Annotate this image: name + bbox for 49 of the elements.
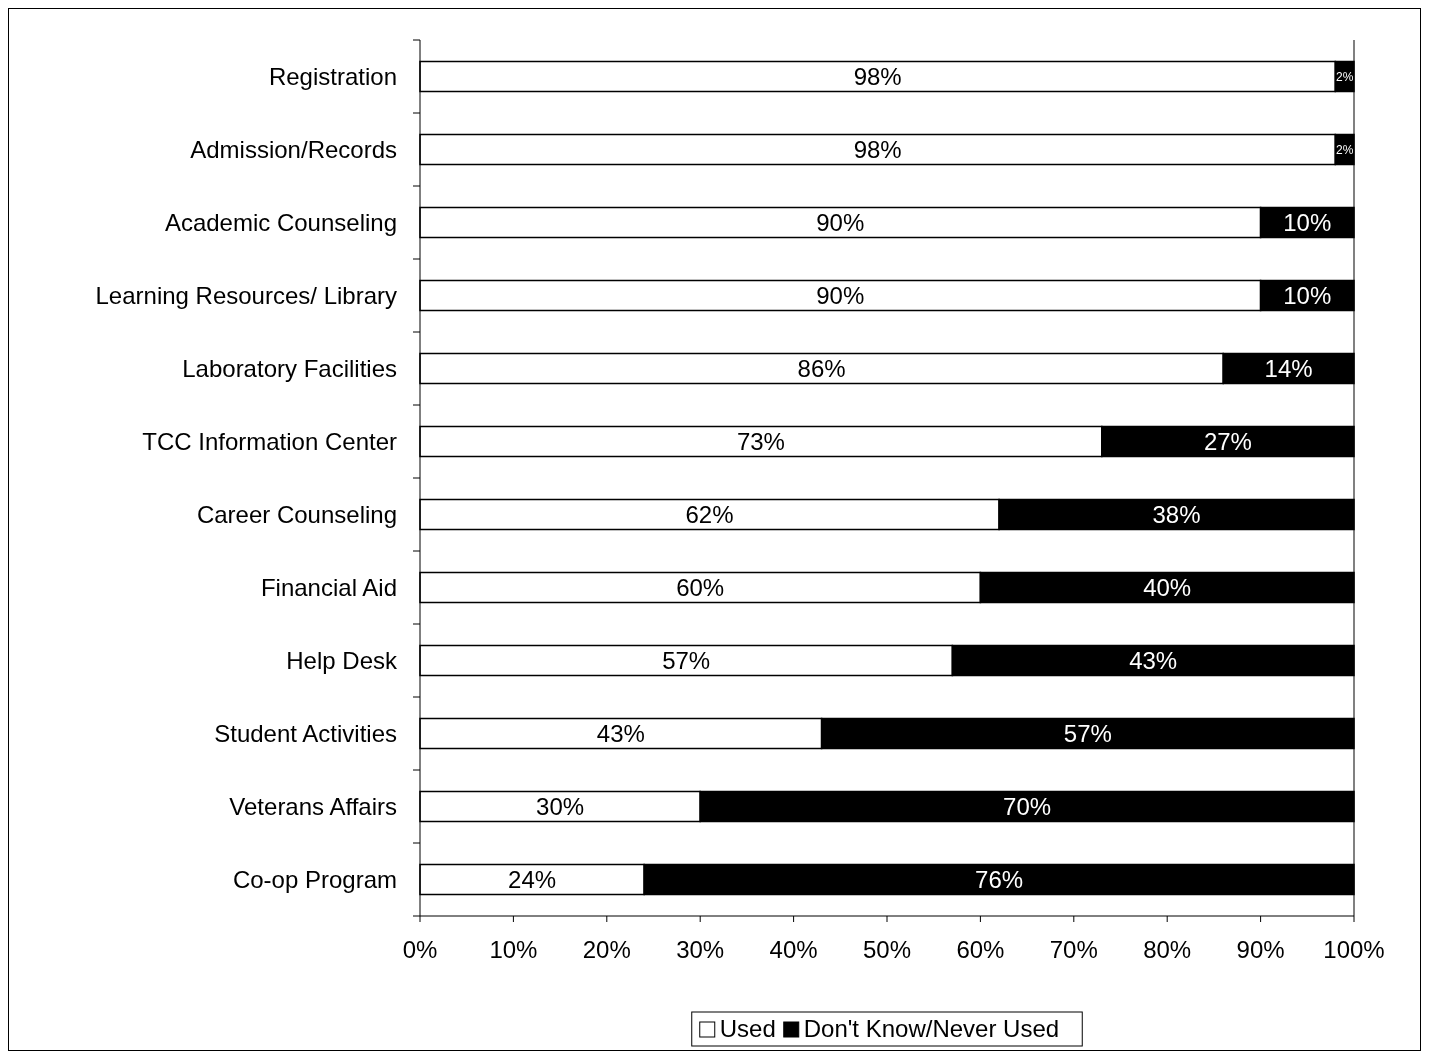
y-tick-label: Help Desk: [286, 646, 398, 674]
y-tick-label: Registration: [268, 62, 397, 90]
data-label: 2%: [1335, 142, 1354, 157]
data-label: 10%: [1283, 208, 1332, 236]
data-label: 2%: [1335, 69, 1354, 84]
data-label: 43%: [1129, 646, 1178, 674]
x-tick-label: 40%: [769, 936, 818, 963]
x-tick-label: 10%: [489, 936, 538, 963]
data-label: 73%: [736, 427, 785, 455]
data-label: 98%: [853, 135, 902, 163]
legend-label: Don't Know/Never Used: [803, 1015, 1060, 1043]
data-label: 43%: [596, 719, 645, 747]
y-tick-label: Admission/Records: [190, 135, 397, 163]
data-label: 70%: [1003, 792, 1052, 820]
x-tick-label: 0%: [402, 936, 438, 963]
y-tick-label: Career Counseling: [196, 500, 397, 528]
data-label: 57%: [1063, 719, 1112, 747]
data-label: 98%: [853, 62, 902, 90]
data-label: 40%: [1143, 573, 1192, 601]
y-tick-label: Laboratory Facilities: [182, 354, 397, 382]
x-tick-label: 30%: [676, 936, 725, 963]
x-tick-label: 70%: [1049, 936, 1098, 963]
x-tick-label: 60%: [956, 936, 1005, 963]
data-label: 30%: [536, 792, 585, 820]
data-label: 57%: [662, 646, 711, 674]
x-tick-label: 50%: [862, 936, 912, 963]
data-label: 24%: [508, 865, 557, 893]
y-tick-label: Academic Counseling: [164, 208, 397, 236]
y-tick-label: Financial Aid: [260, 573, 397, 601]
x-tick-label: 90%: [1236, 936, 1285, 963]
data-label: 27%: [1203, 427, 1252, 455]
data-label: 14%: [1264, 354, 1313, 382]
x-tick-label: 80%: [1143, 936, 1192, 963]
data-label: 86%: [797, 354, 846, 382]
data-label: 90%: [816, 208, 865, 236]
x-tick-label: 100%: [1323, 936, 1385, 963]
data-label: 90%: [816, 281, 865, 309]
data-label: 76%: [975, 865, 1024, 893]
x-tick-label: 20%: [582, 936, 631, 963]
y-tick-label: Co-op Program: [232, 865, 397, 893]
y-tick-label: Learning Resources/ Library: [95, 281, 397, 309]
data-label: 62%: [685, 500, 734, 528]
data-label: 10%: [1283, 281, 1332, 309]
y-tick-label: Veterans Affairs: [229, 792, 397, 820]
y-tick-label: Student Activities: [214, 719, 397, 747]
data-label: 60%: [676, 573, 725, 601]
y-tick-label: TCC Information Center: [142, 427, 397, 455]
data-label: 38%: [1152, 500, 1201, 528]
legend-label: Used: [719, 1015, 776, 1043]
